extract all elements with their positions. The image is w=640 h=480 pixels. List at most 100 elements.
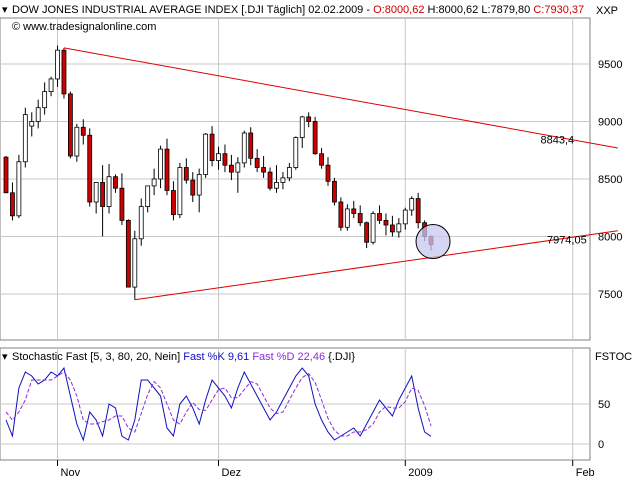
candle-body — [274, 182, 279, 189]
candle-body — [377, 213, 382, 221]
candle-body — [370, 213, 376, 243]
x-tick-label: Nov — [61, 467, 81, 479]
candle-body — [42, 91, 48, 109]
candle-body — [222, 153, 228, 166]
candle-body — [351, 208, 357, 214]
candle-body — [338, 201, 344, 228]
stochastic-tick-label: 0 — [598, 439, 604, 451]
candle-body — [158, 148, 163, 180]
candle-body — [164, 148, 170, 191]
price-panel: 7500 8000 8500 9000 9500 © www.tradesignalon… — [0, 17, 622, 341]
candle-body — [190, 179, 196, 196]
candle-body — [357, 213, 363, 224]
price-grid — [0, 18, 590, 340]
stochastic-panel: 0 50 ▾ Stochastic Fast [5, 3, 80, 20, Nei… — [0, 347, 632, 461]
price-tick-label: 7500 — [598, 289, 622, 301]
header-arrow: ▾ — [2, 4, 8, 16]
candle-body — [364, 222, 370, 243]
fast-k-line — [5, 366, 432, 442]
stochastic-lines — [5, 366, 432, 442]
stochastic-legend: Stochastic Fast [5, 3, 80, 20, Nein] Fas… — [12, 351, 355, 363]
candle-body — [151, 178, 157, 187]
header-close: C:7930,37 — [533, 4, 584, 16]
header-low: L:7879,80 — [481, 4, 530, 16]
annotation-label: 7974,05 — [547, 234, 587, 246]
price-tick-label: 8500 — [598, 174, 622, 186]
candle-body — [10, 192, 15, 217]
header-open: O:8000,62 — [373, 4, 424, 16]
annotation-label: 8843,4 — [541, 135, 575, 147]
candle-body — [74, 126, 80, 157]
chart-header: DOW JONES INDUSTRIAL AVERAGE INDEX [.DJI… — [12, 4, 584, 16]
stochastic-y-axis: 0 50 — [598, 399, 610, 451]
candle-body — [344, 208, 350, 228]
stochastic-arrow: ▾ — [2, 351, 8, 363]
candle-body — [35, 107, 41, 122]
price-axis-tag: XXP — [596, 5, 618, 17]
stochastic-legend-k: Fast %K 9,61 — [183, 351, 249, 363]
stochastic-axis-tag: FSTOC — [595, 351, 632, 363]
candle-body — [196, 173, 202, 196]
candle-body — [319, 153, 324, 166]
trendline — [134, 230, 618, 301]
watermark: © www.tradesignalonline.com — [12, 21, 156, 33]
annotations: 8843,4 7974,05 — [415, 135, 587, 260]
candle-body — [389, 224, 395, 233]
candle-body — [22, 114, 28, 163]
candle-body — [106, 176, 112, 207]
candle-body — [267, 171, 273, 189]
candle-body — [87, 134, 93, 203]
trendline — [63, 47, 618, 149]
price-marker-circle — [415, 224, 451, 260]
candle-body — [119, 187, 125, 221]
candle-body — [125, 219, 131, 288]
candle-body — [248, 132, 254, 159]
candle-body — [145, 185, 151, 207]
candle-body — [216, 153, 221, 161]
candle-body — [261, 167, 267, 173]
candle-body — [286, 167, 292, 179]
candle-body — [177, 167, 183, 216]
candle-body — [48, 78, 54, 92]
trendlines — [63, 47, 618, 301]
candle-body — [325, 164, 331, 182]
candle-body — [306, 116, 312, 122]
candle-body — [132, 238, 138, 288]
candle-body — [80, 126, 86, 136]
candle-body — [113, 176, 118, 189]
candle-body — [61, 49, 67, 95]
candle-body — [228, 164, 234, 173]
price-tick-label: 8000 — [598, 232, 622, 244]
candle-body — [312, 121, 318, 155]
x-axis: Nov Dez 2009 Feb — [57, 460, 595, 479]
header-title: DOW JONES INDUSTRIAL AVERAGE INDEX [.DJI… — [12, 4, 370, 16]
candle-body — [68, 93, 73, 157]
price-y-axis: 7500 8000 8500 9000 9500 — [598, 59, 622, 301]
candle-body — [55, 49, 60, 80]
candle-body — [415, 198, 421, 224]
price-tick-label: 9500 — [598, 59, 622, 71]
candle-body — [203, 133, 209, 175]
stochastic-tick-label: 50 — [598, 399, 610, 411]
candle-body — [396, 223, 402, 233]
candle-body — [402, 209, 408, 225]
candle-body — [93, 182, 99, 203]
candles — [3, 45, 434, 300]
candle-body — [383, 219, 389, 226]
candle-body — [183, 167, 189, 181]
candle-body — [299, 116, 305, 139]
candle-body — [209, 133, 215, 161]
candle-body — [3, 156, 9, 194]
x-tick-label: 2009 — [408, 467, 432, 479]
stochastic-legend-d: Fast %D 22,46 — [252, 351, 325, 363]
x-tick-label: Dez — [222, 467, 242, 479]
header-high: H:8000,62 — [428, 4, 479, 16]
candle-body — [409, 198, 415, 211]
candle-body — [280, 177, 286, 183]
candle-body — [332, 180, 337, 203]
candle-body — [138, 206, 144, 240]
candle-body — [100, 182, 105, 207]
candle-body — [29, 121, 35, 127]
candle-body — [16, 161, 22, 217]
